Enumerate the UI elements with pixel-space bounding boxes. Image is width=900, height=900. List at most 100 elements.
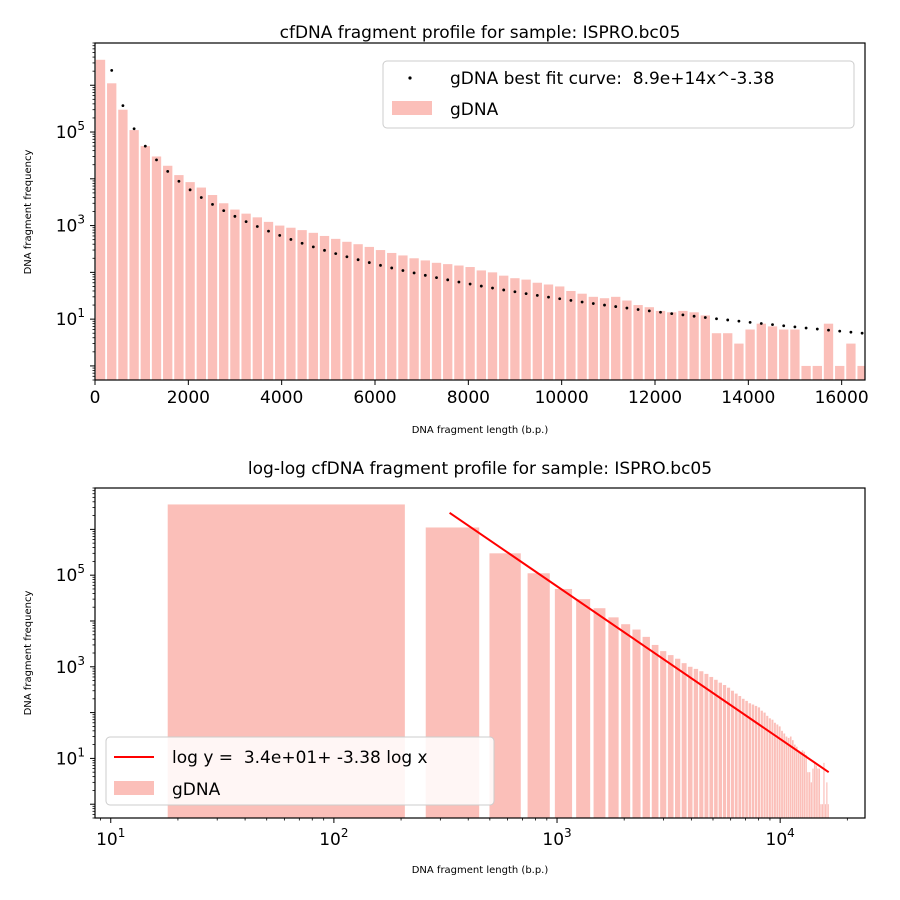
- fit-point: [188, 188, 192, 192]
- bar: [751, 704, 755, 818]
- fit-point: [121, 104, 125, 108]
- bar: [196, 187, 206, 380]
- bar: [741, 698, 745, 818]
- linear-chart: cfDNA fragment profile for sample: ISPRO…: [23, 23, 869, 436]
- bar: [667, 655, 674, 818]
- fit-point: [524, 292, 528, 296]
- bar: [487, 272, 498, 380]
- bar: [787, 737, 790, 818]
- bar: [807, 772, 809, 818]
- bar: [821, 804, 824, 818]
- chart1-x-label: DNA fragment length (b.p.): [412, 425, 549, 436]
- y-tick-label: 105: [56, 562, 85, 586]
- fit-point: [860, 331, 864, 335]
- bar: [791, 740, 794, 818]
- bar: [773, 722, 776, 818]
- bar: [660, 651, 667, 818]
- bar: [789, 736, 792, 818]
- fit-point: [479, 284, 483, 288]
- bar: [745, 700, 748, 818]
- fit-point: [132, 127, 136, 131]
- bar: [667, 312, 677, 380]
- bar: [835, 365, 845, 380]
- chart1-legend-bar-swatch: [392, 101, 432, 115]
- bar: [608, 617, 619, 818]
- chart2-y-ticks: 101 103 105: [56, 487, 95, 819]
- bar: [723, 333, 733, 380]
- bar: [817, 768, 819, 818]
- y-tick-label: 105: [56, 119, 85, 143]
- bar: [95, 59, 106, 380]
- bar: [689, 312, 699, 380]
- fit-point: [278, 234, 282, 237]
- bar: [286, 227, 296, 380]
- bar: [823, 762, 825, 818]
- bar: [655, 310, 666, 380]
- fit-point: [457, 280, 461, 284]
- bar: [718, 682, 723, 818]
- bar: [678, 310, 688, 380]
- bar: [813, 762, 816, 818]
- bar: [621, 624, 631, 818]
- y-tick-label: 101: [56, 306, 85, 330]
- bar: [812, 768, 814, 818]
- chart1-fit-points: [110, 69, 864, 335]
- bar: [815, 765, 817, 818]
- bar: [794, 744, 796, 818]
- x-tick-label: 12000: [628, 388, 682, 408]
- fit-point: [715, 317, 718, 321]
- bar: [611, 296, 621, 380]
- bar: [812, 365, 822, 380]
- bar: [857, 365, 865, 380]
- bar: [734, 343, 744, 380]
- bar: [757, 707, 761, 818]
- bar: [454, 265, 464, 380]
- fit-point: [401, 269, 405, 272]
- x-tick-label: 103: [542, 826, 571, 850]
- bar: [207, 195, 218, 380]
- x-tick-label: 104: [766, 826, 795, 850]
- x-tick-label: 14000: [721, 388, 775, 408]
- fit-point: [300, 241, 304, 245]
- bar: [771, 719, 774, 818]
- bar: [824, 804, 826, 818]
- fit-point: [255, 225, 259, 228]
- x-tick-label: 101: [96, 826, 125, 850]
- bar: [387, 252, 397, 380]
- y-tick-label: 103: [56, 213, 85, 237]
- fit-point: [703, 316, 707, 319]
- bar: [593, 608, 606, 818]
- bar: [651, 644, 659, 818]
- log-log-chart: log-log cfDNA fragment profile for sampl…: [23, 459, 866, 876]
- bar: [140, 146, 150, 380]
- bar: [576, 599, 591, 818]
- chart2-fit-line: [449, 511, 830, 774]
- bar: [230, 209, 240, 380]
- y-tick-label: 103: [56, 654, 85, 678]
- bar: [443, 264, 453, 380]
- bar: [331, 238, 341, 380]
- bar: [319, 235, 330, 380]
- bar: [219, 203, 229, 380]
- fit-point: [647, 309, 651, 313]
- fit-point: [692, 314, 696, 318]
- bar: [756, 323, 766, 380]
- fit-point: [849, 330, 853, 334]
- fit-point: [177, 179, 181, 183]
- bar: [803, 751, 806, 818]
- bar: [781, 730, 783, 818]
- bar: [730, 690, 734, 818]
- fit-point: [726, 318, 730, 322]
- chart1-bars: [95, 59, 865, 381]
- chart2-y-label: DNA fragment frequency: [23, 591, 34, 716]
- chart2-legend-line-label: log y = 3.4e+01+ -3.38 log x: [172, 748, 428, 768]
- bar: [714, 679, 718, 818]
- fit-point: [311, 245, 315, 249]
- chart1-y-ticks: 101 103 105: [56, 42, 95, 381]
- bar: [796, 746, 798, 818]
- bar: [577, 293, 587, 380]
- bar: [174, 175, 184, 380]
- x-tick-label: 0: [90, 388, 101, 408]
- x-tick-label: 10000: [535, 388, 589, 408]
